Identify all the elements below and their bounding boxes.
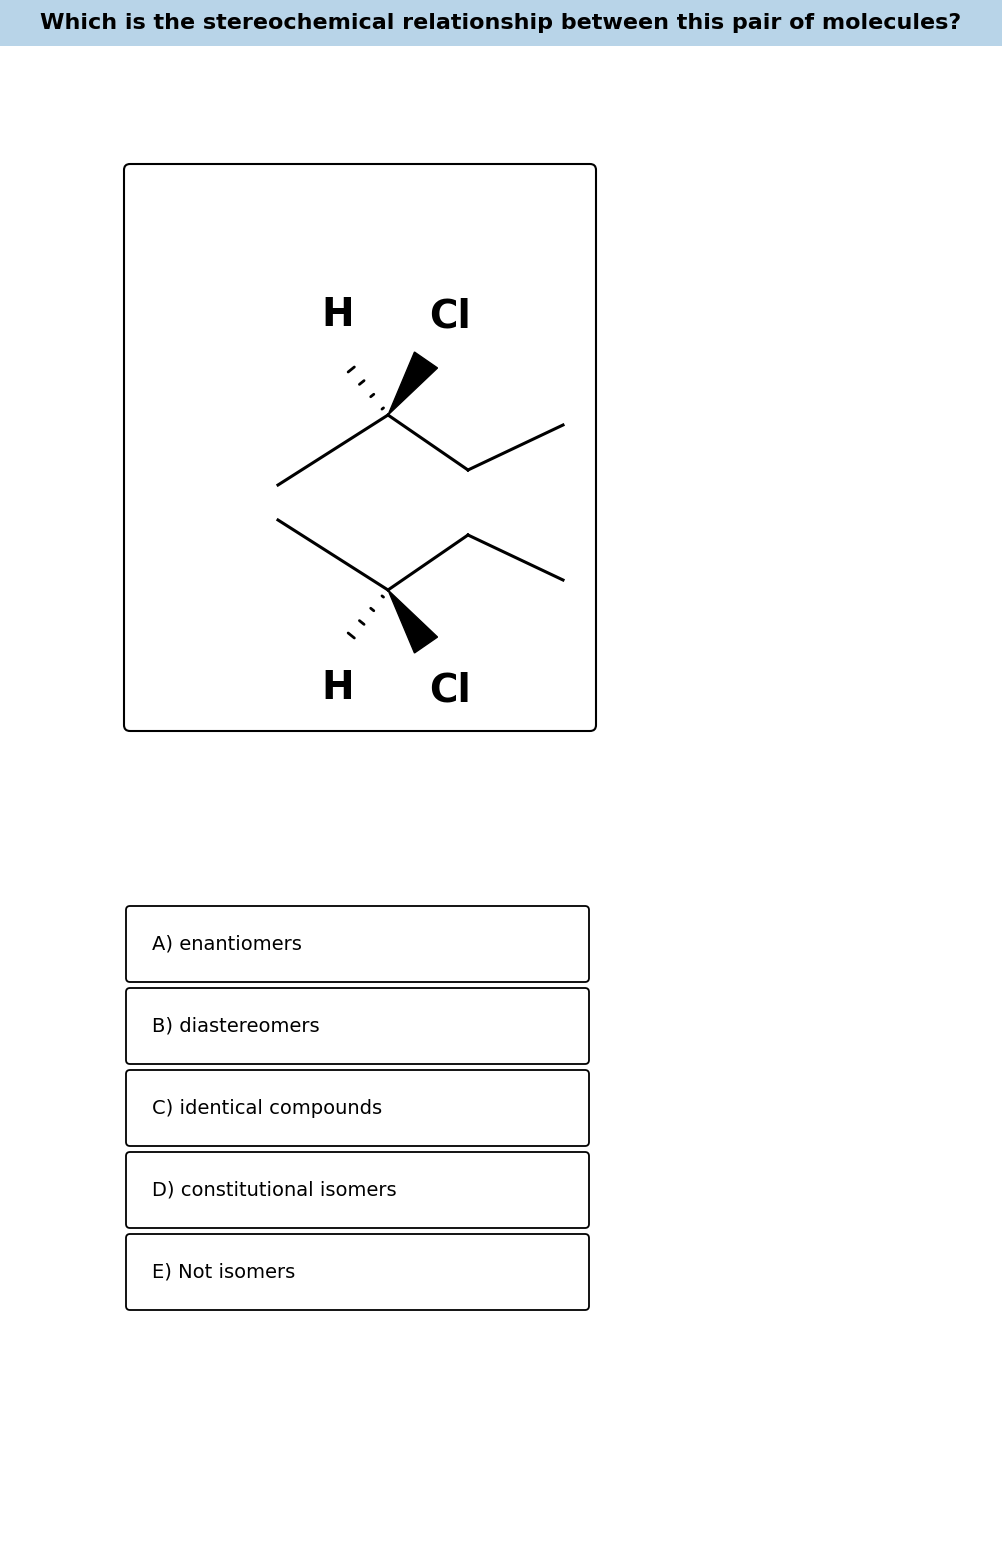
FancyBboxPatch shape [126, 1234, 589, 1311]
FancyBboxPatch shape [126, 1070, 589, 1146]
Text: H: H [322, 296, 355, 335]
FancyBboxPatch shape [126, 988, 589, 1064]
Bar [0, 0, 1002, 45]
Text: H: H [322, 669, 355, 707]
Text: Cl: Cl [429, 299, 471, 336]
FancyBboxPatch shape [126, 1153, 589, 1228]
Text: A) enantiomers: A) enantiomers [152, 935, 302, 954]
Text: Cl: Cl [429, 671, 471, 708]
Text: D) constitutional isomers: D) constitutional isomers [152, 1181, 397, 1200]
FancyBboxPatch shape [124, 164, 596, 730]
Polygon shape [388, 352, 438, 414]
Text: E) Not isomers: E) Not isomers [152, 1262, 296, 1281]
FancyBboxPatch shape [126, 906, 589, 982]
Text: C) identical compounds: C) identical compounds [152, 1098, 382, 1118]
Text: B) diastereomers: B) diastereomers [152, 1017, 320, 1035]
Polygon shape [388, 590, 438, 652]
Text: Which is the stereochemical relationship between this pair of molecules?: Which is the stereochemical relationship… [40, 13, 962, 33]
